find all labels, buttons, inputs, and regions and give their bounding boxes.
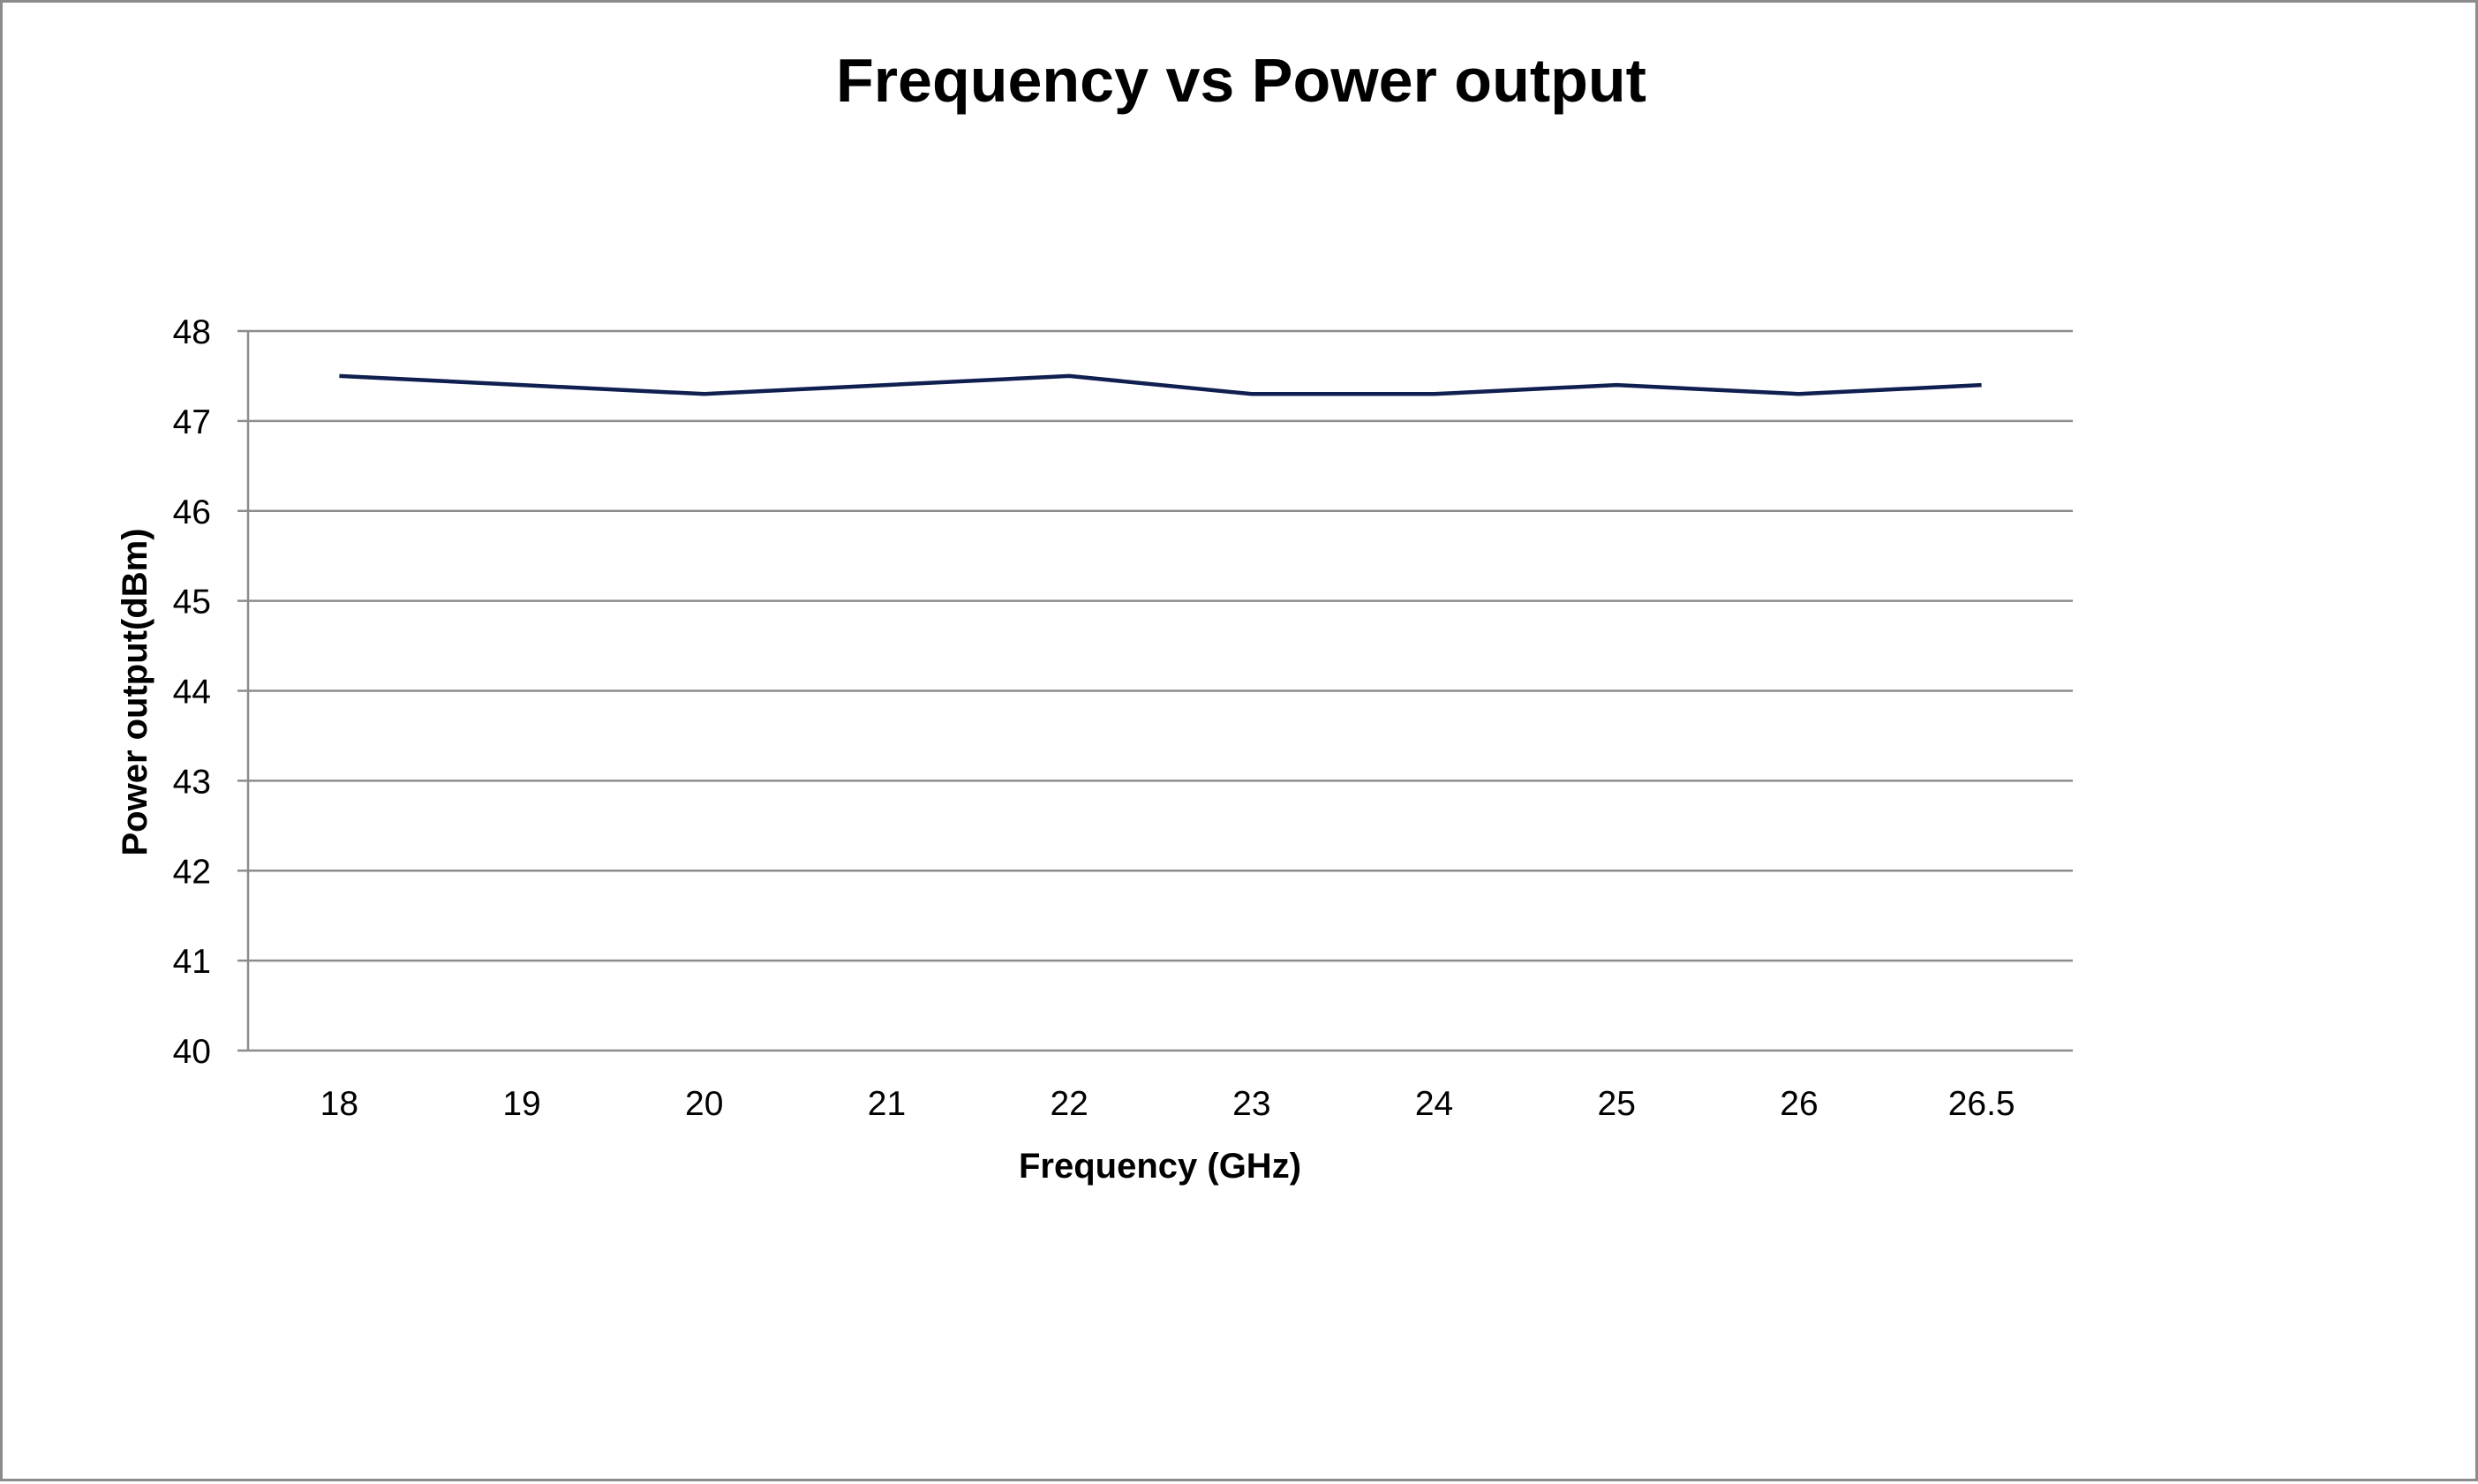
x-tick-label: 20: [685, 1085, 723, 1123]
line-chart: Frequency vs Power output 40 41 42 43 44 45 46…: [3, 3, 2478, 1484]
x-tick-label: 23: [1232, 1085, 1270, 1123]
x-tick-label: 18: [320, 1085, 358, 1123]
y-tick-label: 42: [173, 853, 211, 891]
series-line-0: [339, 376, 1981, 394]
y-axis-label: Power output(dBm): [116, 528, 154, 855]
y-tick-label: 43: [173, 763, 211, 801]
chart-title: Frequency vs Power output: [836, 46, 1646, 115]
x-tick-label: 26.5: [1948, 1085, 2015, 1123]
y-tick-label: 41: [173, 943, 211, 981]
y-tick-label: 44: [173, 674, 211, 712]
y-tick-label: 40: [173, 1033, 211, 1071]
y-tick-label: 45: [173, 584, 211, 621]
y-tick-label: 47: [173, 403, 211, 441]
y-tick-label: 48: [173, 313, 211, 351]
x-tick-label: 24: [1415, 1085, 1453, 1123]
x-tick-label: 19: [502, 1085, 540, 1123]
y-tick-label: 46: [173, 493, 211, 531]
gridlines: [237, 331, 2073, 1051]
x-tick-label: 21: [868, 1085, 906, 1123]
y-axis-ticks: 40 41 42 43 44 45 46 47 48: [173, 313, 211, 1071]
x-axis-ticks: 18 19 20 21 22 23 24 25 26 26.5: [320, 1085, 2015, 1123]
x-axis-label: Frequency (GHz): [1019, 1147, 1301, 1186]
x-tick-label: 25: [1598, 1085, 1636, 1123]
x-tick-label: 22: [1050, 1085, 1088, 1123]
x-tick-label: 26: [1780, 1085, 1818, 1123]
series-group: [339, 376, 1981, 395]
